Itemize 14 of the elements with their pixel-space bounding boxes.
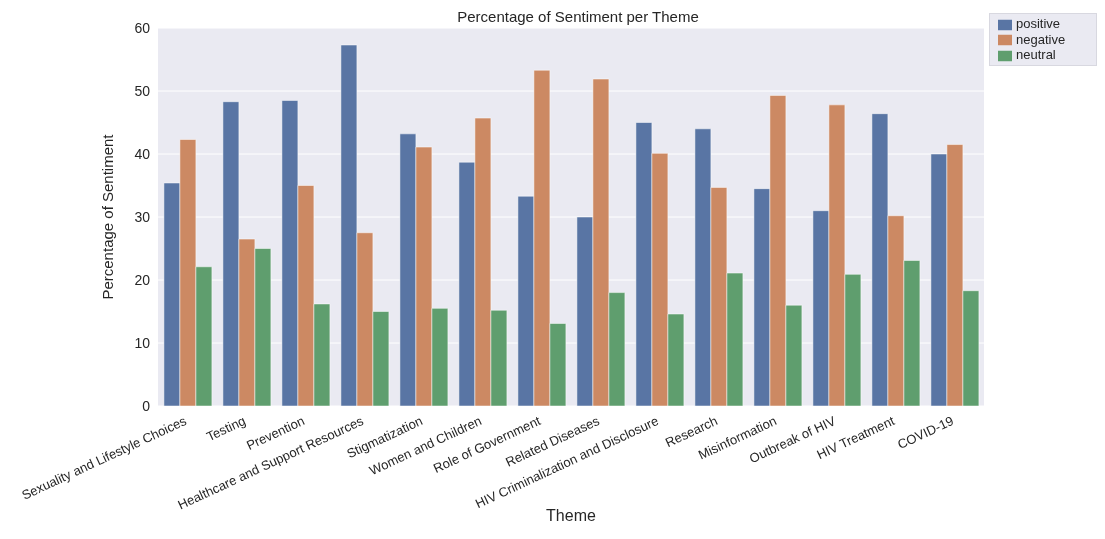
- legend-label: neutral: [1016, 47, 1056, 63]
- legend-label: negative: [1016, 31, 1066, 47]
- y-tick-label: 60: [134, 19, 151, 36]
- x-axis-title: Theme: [546, 507, 596, 524]
- legend-label: positive: [1016, 16, 1061, 31]
- chart-title: Percentage of Sentiment per Theme: [457, 8, 699, 25]
- y-tick-label: 30: [134, 208, 151, 225]
- y-tick-label: 10: [134, 334, 151, 351]
- y-tick-label: 40: [134, 145, 151, 162]
- x-tick-label: Testing: [204, 413, 248, 445]
- y-axis-title: Percentage of Sentiment: [99, 133, 117, 300]
- y-tick-label: 50: [134, 82, 151, 99]
- y-tick-label: 0: [142, 397, 151, 414]
- y-tick-label: 20: [134, 271, 151, 288]
